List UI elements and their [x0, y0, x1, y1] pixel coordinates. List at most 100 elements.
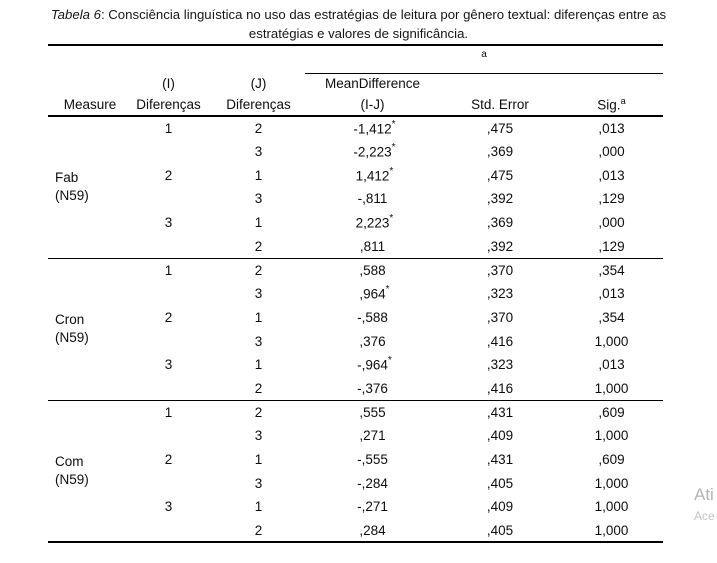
- sig-cell: ,129: [560, 234, 664, 259]
- meandiff-cell: -1,412*: [353, 119, 396, 137]
- j-cell: 1: [254, 309, 263, 325]
- i-cell: 1: [164, 404, 173, 420]
- header-i-bottom: Diferenças: [125, 94, 212, 117]
- table-row: 2 1 -,555 ,431 ,609: [48, 448, 663, 472]
- i-cell: [125, 140, 212, 164]
- i-cell: [125, 518, 212, 544]
- header-j-top: (J): [250, 76, 267, 91]
- header-sig-spacer: [560, 73, 663, 94]
- j-cell: 1: [254, 451, 263, 467]
- table-row: Cron (N59) 1 2 ,588 ,370 ,354: [48, 258, 663, 401]
- spanner-spacer: [48, 45, 305, 73]
- stderr-cell: ,370: [486, 309, 514, 325]
- meandiff-cell: ,271: [359, 428, 386, 444]
- stderr-cell: ,405: [440, 518, 560, 544]
- stderr-cell: ,392: [440, 234, 560, 259]
- meandiff-cell: ,284: [305, 518, 440, 544]
- table-row: 3 ,964* ,323 ,013: [48, 282, 663, 306]
- sig-cell: ,000: [598, 144, 625, 160]
- windows-activation-watermark: Ati Ace: [694, 485, 715, 523]
- header-measure-spacer: [48, 73, 125, 94]
- caption-line-1: Tabela 6: Consciência linguística no uso…: [0, 6, 717, 25]
- table-row: Fab (N59) 1 2 -1,412* ,475 ,013: [48, 116, 663, 259]
- sig-footnote-marker: a: [620, 95, 626, 107]
- meandiff-cell: -2,223*: [353, 142, 396, 160]
- j-cell: 3: [254, 191, 263, 207]
- j-cell: 1: [254, 357, 263, 373]
- sig-cell: ,609: [598, 451, 625, 467]
- j-cell: 2: [254, 120, 263, 136]
- header-j-bottom: Diferenças: [212, 94, 305, 117]
- sig-cell: ,013: [598, 286, 625, 302]
- caption-text: : Consciência linguística no uso das est…: [100, 7, 667, 22]
- meandiff-cell: -,964*: [357, 355, 392, 373]
- meandiff-cell: 1,412*: [355, 165, 394, 184]
- i-cell: [125, 329, 212, 353]
- meandiff-cell: -,555: [357, 451, 388, 467]
- stderr-cell: ,369: [486, 215, 514, 231]
- sig-cell: ,013: [598, 167, 625, 183]
- table-row: 3 1 2,223* ,369 ,000: [48, 211, 663, 235]
- table-row: 3 ,376 ,416 1,000: [48, 329, 663, 353]
- j-cell: 3: [254, 286, 263, 302]
- caption-table-number: Tabela 6: [50, 7, 101, 22]
- spanner-note-cell: a: [305, 45, 664, 74]
- stderr-cell: ,431: [486, 404, 514, 420]
- header-i-top: (I): [162, 76, 175, 91]
- sig-cell: 1,000: [594, 475, 629, 491]
- meandiff-cell: -,588: [357, 309, 388, 325]
- j-cell: 2: [212, 234, 305, 259]
- j-cell: 2: [254, 262, 263, 278]
- measure-cell: Com (N59): [48, 400, 125, 544]
- table-row: 2 ,284 ,405 1,000: [48, 518, 664, 544]
- i-cell: [125, 282, 212, 306]
- stderr-cell: ,409: [486, 428, 514, 444]
- meandiff-cell: 2,223*: [355, 213, 394, 231]
- table-row: 3 -2,223* ,369 ,000: [48, 140, 663, 164]
- i-cell: 1: [164, 120, 173, 136]
- watermark-line-2: Ace: [694, 509, 715, 523]
- j-cell: 2: [212, 518, 305, 544]
- meandiff-cell: -,271: [357, 499, 388, 515]
- header-meandiff-bottom: (I-J): [305, 94, 440, 117]
- i-cell: 1: [164, 262, 173, 278]
- footnote-marker: a: [481, 49, 487, 60]
- i-cell: 3: [164, 357, 173, 373]
- i-cell: [125, 376, 212, 401]
- stderr-cell: ,323: [486, 286, 514, 302]
- group-com: Com (N59) 1 2 ,555 ,431 ,609 3 ,271 ,409 …: [48, 400, 664, 544]
- meandiff-cell: ,588: [359, 262, 386, 278]
- i-cell: [125, 234, 212, 259]
- stderr-cell: ,323: [486, 357, 514, 373]
- spanner-row: a: [48, 45, 664, 74]
- table-row: 2 ,811 ,392 ,129: [48, 234, 664, 259]
- sig-cell: ,013: [598, 120, 625, 136]
- meandiff-cell: -,811: [357, 191, 388, 207]
- posthoc-comparison-table: a (I) (J) MeanDifference Measure Diferen…: [48, 44, 664, 544]
- stderr-cell: ,370: [486, 262, 514, 278]
- j-cell: 2: [254, 404, 263, 420]
- stderr-cell: ,431: [486, 451, 514, 467]
- sig-cell: 1,000: [594, 333, 629, 349]
- header-measure: Measure: [48, 94, 125, 117]
- stderr-cell: ,475: [486, 120, 514, 136]
- sig-cell: 1,000: [560, 518, 664, 544]
- j-cell: 2: [212, 376, 305, 401]
- j-cell: 3: [254, 475, 263, 491]
- measure-cell: Fab (N59): [48, 116, 125, 259]
- j-cell: 3: [254, 428, 263, 444]
- sig-cell: ,609: [598, 404, 625, 420]
- sig-cell: 1,000: [594, 499, 629, 515]
- table-row: 3 -,811 ,392 ,129: [48, 187, 663, 211]
- table-caption: Tabela 6: Consciência linguística no uso…: [0, 6, 717, 43]
- sig-cell: 1,000: [594, 428, 629, 444]
- table-row: 3 1 -,271 ,409 1,000: [48, 495, 663, 519]
- meandiff-cell: -,376: [305, 376, 440, 401]
- stderr-cell: ,369: [486, 144, 514, 160]
- measure-cell: Cron (N59): [48, 258, 125, 401]
- group-cron: Cron (N59) 1 2 ,588 ,370 ,354 3 ,964* ,32…: [48, 258, 664, 401]
- group-fab: Fab (N59) 1 2 -1,412* ,475 ,013 3 -2,223*…: [48, 116, 664, 259]
- meandiff-cell: -,284: [357, 475, 388, 491]
- i-cell: 3: [164, 215, 173, 231]
- meandiff-cell: ,964*: [359, 284, 390, 302]
